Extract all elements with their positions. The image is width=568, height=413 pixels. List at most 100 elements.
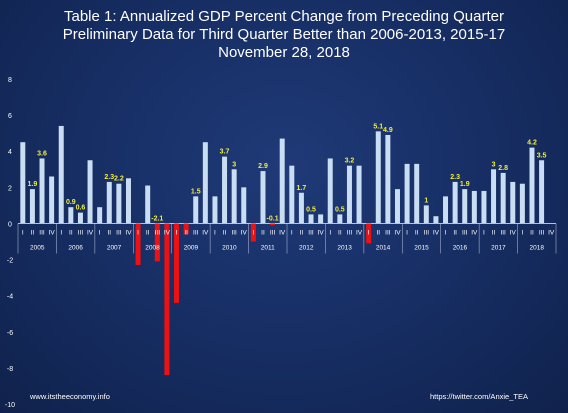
chart-subtitle: Preliminary Data for Third Quarter Bette… [62, 26, 506, 43]
footer-source-right: https://twitter.com/Anxie_TEA [430, 392, 528, 401]
bar [394, 189, 400, 224]
bar [29, 189, 35, 224]
data-label: 3.5 [537, 152, 547, 159]
quarter-label: III [116, 229, 122, 236]
year-label: 2006 [68, 244, 83, 251]
quarter-label: II [453, 229, 457, 236]
bar [154, 223, 160, 262]
bar [471, 190, 477, 224]
quarter-label: IV [433, 229, 440, 236]
year-label: 2017 [491, 244, 506, 251]
y-tick-label: 0 [8, 221, 12, 228]
data-label: 0.6 [76, 205, 86, 212]
year-label: 2018 [530, 244, 545, 251]
quarter-label: II [338, 229, 342, 236]
bar [510, 181, 516, 224]
data-label: -0.1 [267, 215, 279, 222]
year-label: 2005 [30, 244, 45, 251]
data-label: 0.9 [66, 199, 76, 206]
data-label: 1.9 [460, 181, 470, 188]
bar [145, 185, 151, 224]
quarter-label: II [146, 229, 150, 236]
y-tick-label: -4 [7, 294, 13, 301]
bar [116, 183, 122, 224]
data-label: 2.8 [498, 165, 508, 172]
bar [222, 156, 228, 224]
year-label: 2009 [184, 244, 199, 251]
bar [202, 142, 208, 224]
bar [20, 142, 26, 224]
bar [241, 187, 247, 224]
bar [77, 212, 83, 224]
quarter-label: III [500, 229, 506, 236]
bar [366, 223, 372, 244]
year-label: 2016 [453, 244, 468, 251]
quarter-label: III [462, 229, 468, 236]
bar [385, 134, 391, 224]
chart-date: November 28, 2018 [218, 44, 350, 61]
data-label: 1 [424, 197, 428, 204]
year-label: 2011 [261, 244, 275, 251]
quarter-label: IV [164, 229, 171, 236]
quarter-label: III [347, 229, 353, 236]
bar [135, 223, 141, 265]
quarter-label: I [406, 229, 408, 236]
data-label: 3.2 [345, 158, 355, 165]
quarter-label: II [300, 229, 304, 236]
data-label: 4.9 [383, 127, 393, 134]
quarter-label: III [155, 229, 161, 236]
y-tick-label: -6 [7, 330, 13, 337]
year-label: 2008 [145, 244, 160, 251]
bar [250, 223, 256, 242]
quarter-label: III [385, 229, 391, 236]
quarter-label: IV [394, 229, 401, 236]
bar [260, 171, 266, 224]
bar [433, 216, 439, 224]
data-label: 0.5 [306, 206, 316, 213]
bar [49, 176, 55, 224]
data-label: 0.5 [335, 206, 345, 213]
bar [356, 165, 362, 224]
year-label: 2014 [376, 244, 391, 251]
quarter-label: IV [356, 229, 363, 236]
bar [106, 181, 112, 224]
year-label: 2012 [299, 244, 314, 251]
year-label: 2007 [107, 244, 122, 251]
bar [414, 163, 420, 224]
quarter-label: IV [241, 229, 248, 236]
quarter-label: IV [202, 229, 209, 236]
bar [193, 196, 199, 224]
quarter-label: I [176, 229, 178, 236]
bar [39, 158, 45, 224]
data-label: 2.3 [104, 174, 114, 181]
bar [404, 163, 410, 224]
y-tick-label: 8 [8, 77, 12, 84]
bar [539, 160, 545, 224]
quarter-label: I [291, 229, 293, 236]
data-label: 2.9 [258, 163, 268, 170]
quarter-label: II [261, 229, 265, 236]
year-label: 2013 [337, 244, 352, 251]
quarter-label: III [539, 229, 545, 236]
quarter-label: III [231, 229, 237, 236]
data-label: 1.7 [297, 185, 307, 192]
bar [164, 223, 170, 376]
quarter-label: I [368, 229, 370, 236]
quarter-label: IV [125, 229, 132, 236]
bar [125, 178, 131, 224]
data-label: 4.2 [527, 140, 537, 147]
quarter-label: I [22, 229, 24, 236]
data-label: 5.1 [373, 123, 383, 130]
quarter-label: IV [510, 229, 517, 236]
quarter-label: III [308, 229, 314, 236]
data-label: 3.7 [220, 149, 230, 156]
quarter-label: I [329, 229, 331, 236]
data-label: 1.5 [191, 188, 201, 195]
quarter-label: III [39, 229, 45, 236]
quarter-label: IV [318, 229, 325, 236]
bar [337, 214, 343, 224]
bar [500, 172, 506, 224]
bar [346, 165, 352, 224]
y-tick-label: -2 [7, 258, 13, 265]
